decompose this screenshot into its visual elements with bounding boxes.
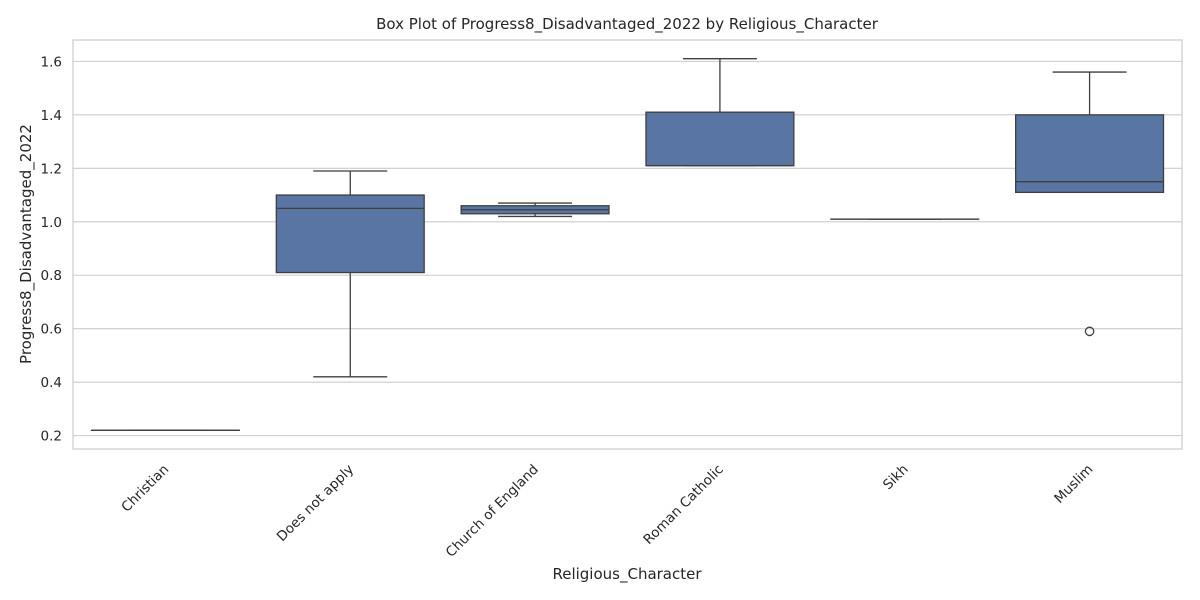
y-tick-label: 0.8 (41, 268, 62, 284)
y-axis-label: Progress8_Disadvantaged_2022 (17, 124, 36, 364)
y-tick-label: 0.2 (41, 429, 62, 445)
outlier-point (1084, 326, 1095, 337)
plot-area (72, 39, 1183, 450)
x-tick-label: Church of England (443, 462, 542, 561)
grid-lines (73, 60, 1182, 437)
x-tick-label: Roman Catholic (640, 462, 726, 548)
iqr-box (1015, 114, 1165, 194)
x-axis-label: Religious_Character (552, 565, 702, 584)
y-tick-label: 0.6 (41, 322, 62, 338)
box-series (90, 58, 1165, 431)
box-roman-catholic (645, 58, 795, 167)
iqr-box (645, 111, 795, 167)
y-axis-ticks: 0.2 0.4 0.6 0.8 1.0 1.2 1.4 1.6 (41, 54, 62, 444)
y-tick-label: 1.2 (41, 161, 62, 177)
box-does-not-apply (275, 170, 425, 378)
x-tick-label: Does not apply (274, 462, 357, 545)
box-church-of-england (460, 202, 610, 218)
y-tick-label: 1.0 (41, 215, 62, 231)
iqr-box (275, 194, 425, 274)
x-tick-label: Sikh (880, 462, 912, 494)
x-axis-ticks: Christian Does not apply Church of England… (118, 462, 1096, 561)
y-tick-label: 0.4 (41, 375, 62, 391)
y-tick-label: 1.4 (41, 108, 62, 124)
box-muslim (1015, 71, 1165, 337)
chart-title: Box Plot of Progress8_Disadvantaged_2022… (376, 15, 879, 34)
x-tick-label: Christian (118, 462, 172, 516)
x-tick-label: Muslim (1051, 462, 1096, 507)
y-tick-label: 1.6 (41, 54, 62, 70)
